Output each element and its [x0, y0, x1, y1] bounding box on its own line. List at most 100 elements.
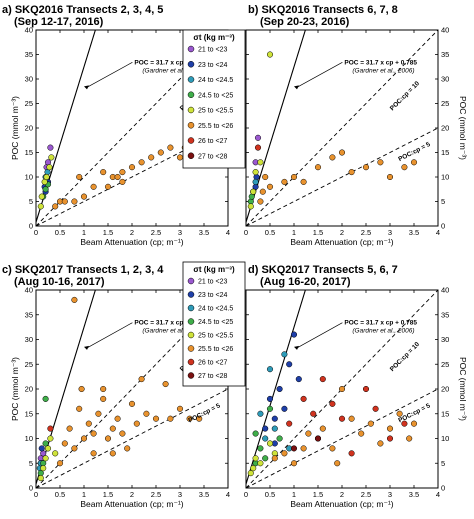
y-axis-label: POC (mmol m⁻³)	[10, 357, 20, 421]
legend: σt (kg m⁻³) 21 to <23 23 to <24 24 to <24.5…	[182, 261, 246, 387]
data-point	[262, 435, 269, 442]
x-tick-label: 2.5	[361, 228, 371, 237]
y-tick-label: 30	[441, 335, 449, 344]
y-tick-label: 10	[441, 173, 449, 182]
ratio-10-label: POC:cp = 10	[389, 341, 421, 373]
arrow-shaft	[86, 61, 133, 88]
data-point	[167, 144, 174, 151]
data-point	[100, 395, 107, 402]
y-axis-label: POC (mmol m⁻³)	[10, 96, 20, 160]
data-point	[254, 134, 262, 141]
data-point	[124, 445, 131, 452]
data-point	[329, 154, 336, 161]
data-point	[148, 154, 155, 161]
data-point	[47, 435, 54, 442]
data-point	[162, 381, 169, 388]
data-point	[348, 450, 355, 457]
y-tick-label: 20	[25, 385, 33, 394]
regression-line	[36, 290, 96, 485]
data-point	[310, 410, 317, 417]
x-tick-label: 4	[226, 490, 230, 499]
data-point	[90, 430, 97, 437]
panel-title: d) SKQ2017 Transects 5, 6, 7	[248, 264, 398, 276]
data-points	[247, 331, 418, 477]
data-point	[252, 430, 259, 437]
data-point	[167, 415, 174, 422]
data-point	[257, 159, 264, 166]
data-point	[38, 445, 45, 452]
panel-title: c) SKQ2017 Transects 1, 2, 3, 4	[2, 264, 164, 276]
equation-label: POC = 31.7 x cp + 0.785	[344, 320, 417, 327]
data-point	[252, 455, 259, 462]
data-point	[52, 450, 59, 457]
arrow-head	[84, 345, 89, 350]
data-point	[114, 173, 121, 181]
y-tick-label: 25	[25, 360, 33, 369]
data-point	[76, 405, 83, 412]
x-tick-label: 1	[292, 490, 296, 499]
data-point	[290, 173, 298, 181]
data-point	[52, 203, 59, 210]
x-tick-label: 3.5	[199, 490, 209, 499]
panel-title: a) SKQ2016 Transects 2, 3, 4, 5	[2, 4, 163, 16]
legend-marker	[187, 358, 195, 366]
legend-marker	[187, 152, 195, 159]
y-tick-label: 30	[441, 75, 449, 84]
data-point	[71, 296, 78, 303]
data-point	[266, 405, 274, 412]
x-tick-label: 0	[34, 228, 38, 237]
y-tick-label: 40	[25, 26, 33, 35]
ratio-5-line	[36, 388, 228, 488]
x-tick-label: 2	[130, 490, 134, 499]
data-point	[362, 385, 370, 393]
legend-entry: 25 to <25.5	[198, 108, 233, 115]
y-tick-label: 0	[29, 484, 33, 493]
data-point	[348, 169, 355, 176]
y-tick-label: 15	[441, 148, 449, 157]
x-tick-label: 3	[178, 228, 182, 237]
data-point	[266, 440, 274, 447]
ratio-5-line	[246, 127, 438, 226]
data-point	[257, 445, 264, 452]
data-point	[338, 149, 346, 156]
regression-line	[246, 30, 306, 223]
data-point	[119, 430, 126, 437]
data-point	[254, 144, 262, 151]
data-point	[66, 425, 73, 432]
reference-lines	[246, 30, 438, 226]
y-tick-label: 40	[441, 26, 449, 35]
equation-label: POC = 31.7 x cp + 0.785	[134, 320, 207, 327]
legend-entry: 21 to <23	[198, 47, 227, 54]
data-point	[42, 395, 49, 402]
legend-marker	[187, 45, 195, 53]
data-point	[37, 475, 44, 482]
legend-marker	[187, 345, 195, 352]
regression-line	[246, 290, 306, 485]
y-tick-label: 10	[25, 434, 33, 443]
data-point	[386, 425, 394, 432]
data-point	[257, 410, 264, 417]
legend-marker	[187, 106, 195, 114]
data-points	[247, 51, 418, 210]
x-tick-label: 4	[226, 228, 230, 237]
x-axis-label: Beam Attenuation (cp; m⁻¹)	[80, 237, 183, 247]
data-point	[300, 395, 307, 402]
data-point	[338, 415, 346, 422]
legend-entry: 24 to <24.5	[198, 77, 233, 84]
legend-marker	[187, 372, 195, 379]
arrow-shaft	[296, 322, 343, 349]
y-tick-label: 0	[29, 222, 33, 231]
x-tick-label: 2.5	[361, 490, 371, 499]
legend-entry: 26 to <27	[198, 138, 227, 145]
ratio-10-label: POC:cp = 10	[389, 80, 421, 112]
data-point	[157, 149, 164, 156]
panel-subtitle: (Aug 16-20, 2017)	[260, 276, 351, 288]
data-point	[295, 376, 302, 383]
data-point	[377, 440, 384, 447]
data-point	[266, 395, 274, 402]
y-tick-label: 5	[29, 197, 33, 206]
data-point	[76, 173, 83, 181]
x-tick-label: 1.5	[103, 490, 113, 499]
data-point	[386, 173, 394, 181]
